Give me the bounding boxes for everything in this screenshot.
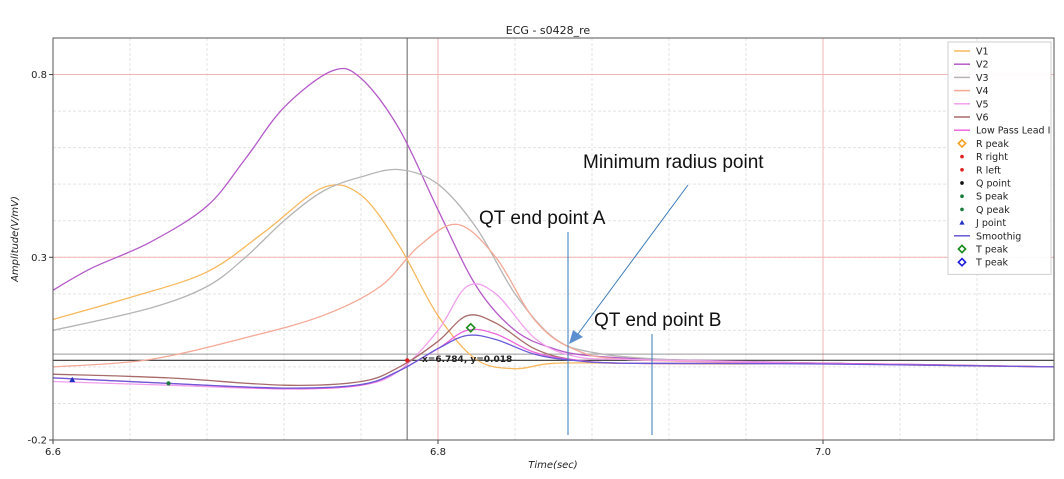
- legend-swatch: [960, 167, 964, 172]
- legend-swatch: [957, 244, 967, 254]
- series-line-smoothig: [52, 334, 1055, 389]
- minimum-radius-arrowhead: [569, 330, 583, 344]
- x-tick-label: 6.6: [45, 447, 61, 458]
- legend-label: V3: [976, 73, 989, 84]
- legend-swatch: [960, 154, 964, 159]
- legend-swatch: [957, 138, 967, 149]
- legend-swatch: [959, 220, 965, 225]
- y-tick-label: 0.3: [31, 253, 47, 264]
- chart-title: ECG - s0428_re: [506, 24, 591, 37]
- x-axis-label: Time(sec): [528, 460, 577, 471]
- legend-label: Smoothig: [976, 231, 1021, 242]
- legend-label: V5: [976, 99, 989, 110]
- annotation-minimum-radius-point: Minimum radius point: [583, 152, 764, 173]
- legend-swatch: [960, 194, 964, 199]
- series-lines: [52, 67, 1055, 390]
- cursor-readout: x=6.784, y=0.018: [422, 355, 512, 365]
- x-tick-label: 7.0: [815, 447, 831, 458]
- legend-label: V4: [976, 86, 989, 97]
- legend-label: T peak: [975, 258, 1009, 269]
- marker-s-peak: [166, 381, 171, 386]
- legend-label: T peak: [975, 245, 1009, 256]
- marker-t-peak: [465, 322, 476, 333]
- legend-swatch: [960, 181, 964, 185]
- x-tick-label: 6.8: [430, 447, 446, 458]
- legend-label: R right: [976, 152, 1008, 163]
- legend-label: V1: [976, 47, 989, 58]
- annotation-qt-end-point-a: QT end point A: [479, 208, 606, 229]
- marker-j-point: [69, 376, 76, 383]
- legend-label: R peak: [976, 139, 1009, 150]
- minimum-radius-arrow-line: [577, 184, 689, 335]
- legend-swatch: [957, 257, 967, 267]
- markers: [69, 322, 476, 386]
- legend-label: R left: [976, 165, 1001, 176]
- marker-r-right: [405, 358, 410, 363]
- legend-swatch: [960, 207, 964, 212]
- y-tick-label: -0.2: [27, 436, 47, 447]
- legend-label: J point: [975, 218, 1006, 229]
- y-axis-label: Amplitude(V/mV): [10, 196, 21, 283]
- legend-label: V2: [976, 60, 989, 71]
- legend-label: Q point: [976, 179, 1011, 190]
- legend-label: Q peak: [976, 205, 1010, 216]
- annotations: Minimum radius point QT end point A QT end…: [479, 152, 764, 435]
- y-tick-label: 0.8: [31, 70, 47, 81]
- legend-label: V6: [976, 113, 989, 124]
- annotation-qt-end-point-b: QT end point B: [594, 310, 721, 331]
- legend-label: Low Pass Lead I: [976, 126, 1050, 137]
- reference-lines: [53, 38, 1054, 440]
- ticks: 6.6 6.8 7.0 -0.2 0.3 0.8: [27, 70, 830, 458]
- legend-label: S peak: [976, 192, 1009, 203]
- plot-frame: [52, 37, 1055, 441]
- legend: V1 V2 V3 V4 V5 V6 Low Pass Lead I R peak R right…: [947, 41, 1052, 275]
